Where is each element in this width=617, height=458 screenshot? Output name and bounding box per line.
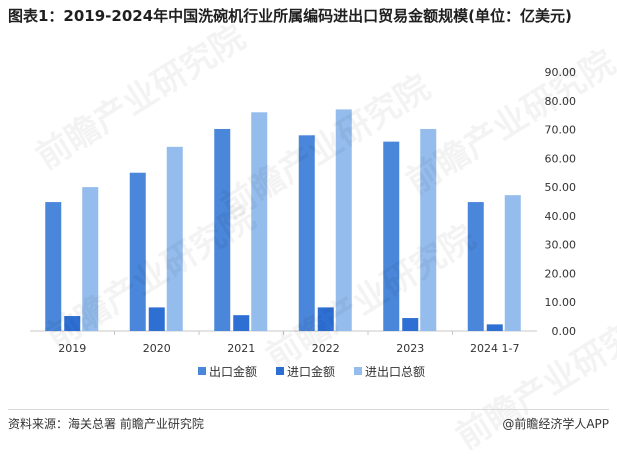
bar-total [504,195,521,331]
bar-total [166,146,183,331]
bar-export [129,172,146,331]
bar-import [64,316,81,331]
legend-label: 出口金额 [209,364,257,379]
bar-chart: 0.00 10.00 20.00 30.00 40.00 50.00 60.00 70.00 8… [30,66,577,379]
y-tick-label: 10.00 [545,296,577,309]
bar-import [402,318,419,331]
x-tick-label: 2021 [227,342,255,355]
legend-swatch [198,367,206,375]
bar-export [214,128,231,331]
legend-swatch [276,367,284,375]
bar-export [467,202,484,331]
bar-import [317,307,334,331]
y-tick-label: 60.00 [545,152,577,165]
y-tick-label: 30.00 [545,239,577,252]
y-tick-label: 80.00 [545,95,577,108]
bar-import [148,307,165,331]
bar-import [233,315,250,331]
x-tick-label: 2019 [58,342,86,355]
footer: 资料来源：海关总署 前瞻产业研究院 @前瞻经济学人APP [8,409,609,432]
footer-divider [8,409,609,410]
y-tick-label: 40.00 [545,210,577,223]
y-tick-label: 0.00 [552,325,577,338]
x-tick-label: 2024 1-7 [470,342,519,355]
brand-label: @前瞻经济学人APP [502,417,609,431]
bar-total [251,112,268,332]
bar-export [45,202,62,331]
y-tick-label: 70.00 [545,124,577,137]
legend-label: 进出口总额 [365,365,425,379]
bar-export [298,135,315,331]
x-tick-label: 2020 [143,342,171,355]
legend-swatch [354,367,362,375]
bar-total [82,187,99,331]
bar-total [335,109,352,332]
y-tick-label: 50.00 [545,181,577,194]
legend-label: 进口金额 [287,364,335,379]
y-tick-label: 90.00 [545,66,577,79]
x-tick-label: 2022 [312,342,340,355]
bar-import [486,324,503,331]
chart-title: 图表1：2019-2024年中国洗碗机行业所属编码进出口贸易金额规模(单位：亿美… [8,7,572,25]
source-note: 资料来源：海关总署 前瞻产业研究院 [8,417,204,431]
y-tick-label: 20.00 [545,267,577,280]
x-tick-label: 2023 [396,342,424,355]
bar-total [420,128,437,331]
bar-export [383,141,400,331]
